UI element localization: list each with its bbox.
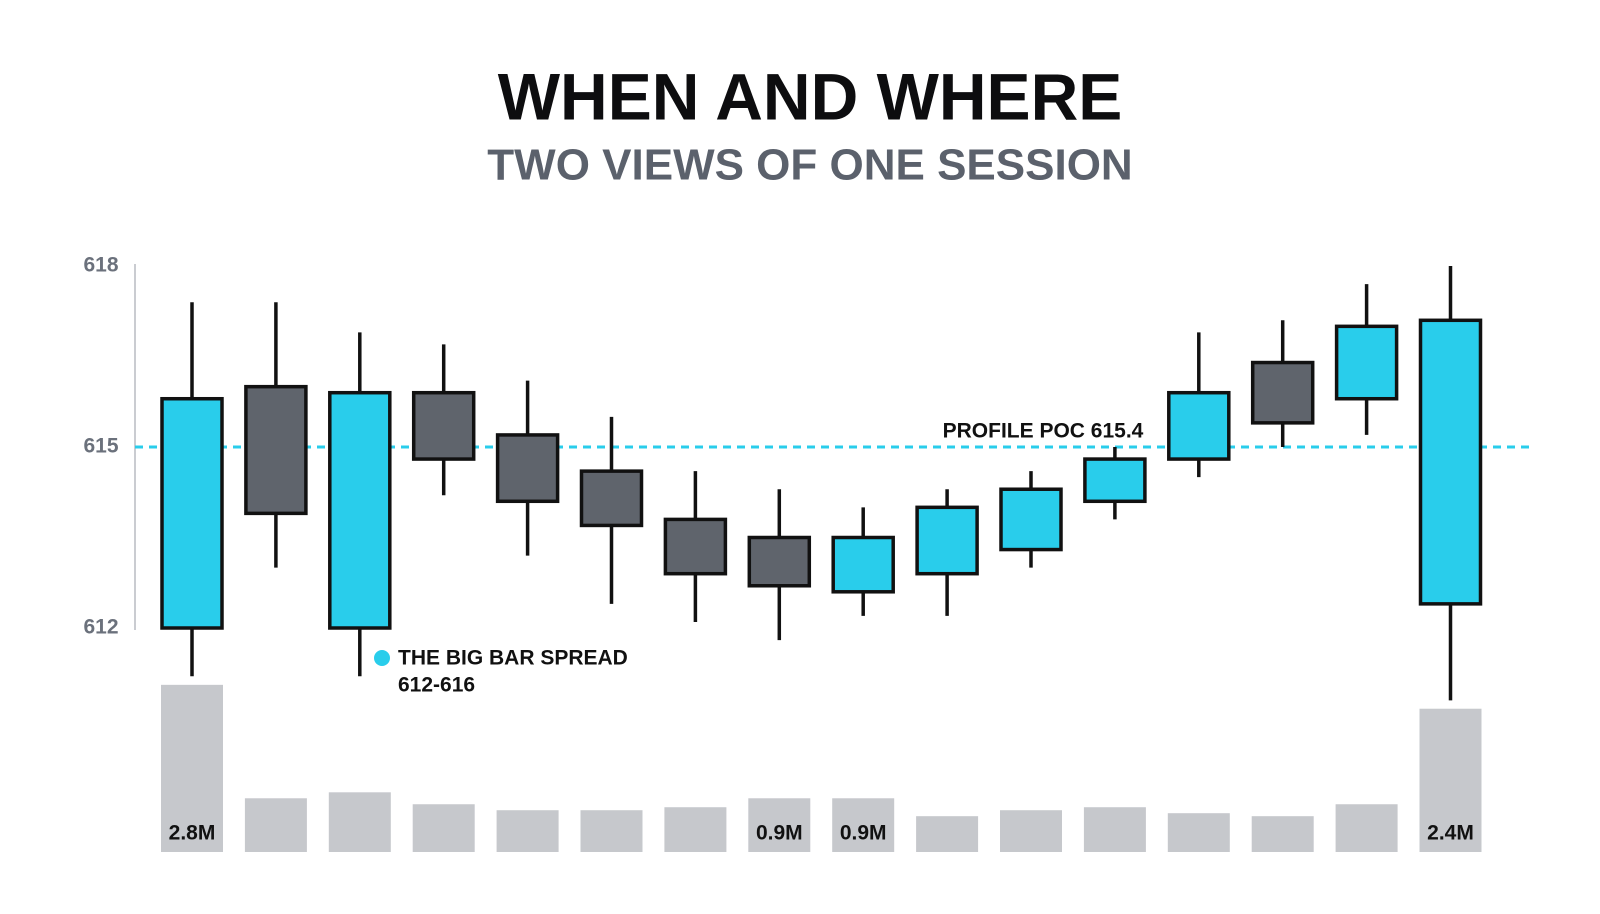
annotation-dot (374, 650, 390, 666)
volume-bar (1167, 813, 1230, 852)
volume-bar (748, 798, 811, 852)
candle-body (579, 469, 644, 528)
candle-body (244, 384, 308, 516)
volume-label: 2.4M (1427, 822, 1474, 845)
candle-body (495, 433, 560, 504)
candle-body (411, 390, 476, 461)
volume-bar (244, 798, 307, 852)
volume-label: 0.9M (840, 822, 887, 845)
volume-bar (832, 798, 895, 852)
poc-label: PROFILE POC 615.4 (943, 420, 1144, 443)
y-tick-label: 615 (83, 435, 118, 458)
volume-label: 2.8M (169, 822, 216, 845)
volume-bar (916, 816, 979, 852)
volume-bar (664, 807, 727, 852)
candle-body (328, 390, 392, 630)
candle-body (160, 396, 224, 630)
candle-body (831, 535, 895, 594)
y-tick-label: 612 (83, 616, 118, 639)
volume-bar (1251, 816, 1314, 852)
candle-body (999, 487, 1063, 552)
annotation-text: 612-616 (398, 674, 475, 697)
volume-bar (496, 810, 559, 852)
candle-body (1083, 457, 1147, 504)
candle-body (1334, 324, 1399, 401)
candle-body (915, 505, 979, 576)
chart-title: WHEN AND WHERE (498, 59, 1123, 133)
volume-bar (1419, 708, 1482, 852)
volume-bar (1083, 807, 1146, 852)
candle-body (663, 517, 728, 576)
volume-bar (328, 792, 391, 852)
candle-body (747, 535, 812, 588)
y-tick-label: 618 (83, 254, 118, 277)
chart-subtitle: TWO VIEWS OF ONE SESSION (487, 141, 1132, 190)
annotation-text: THE BIG BAR SPREAD (398, 647, 628, 670)
volume-bar (412, 804, 475, 852)
volume-bar (161, 684, 223, 852)
volume-bar (1000, 810, 1062, 852)
candle-body (1418, 318, 1483, 606)
volume-bar (580, 810, 643, 852)
candle-body (1167, 390, 1231, 461)
candle-body (1250, 360, 1315, 425)
volume-label: 0.9M (756, 822, 803, 845)
volume-bar (1335, 804, 1398, 852)
